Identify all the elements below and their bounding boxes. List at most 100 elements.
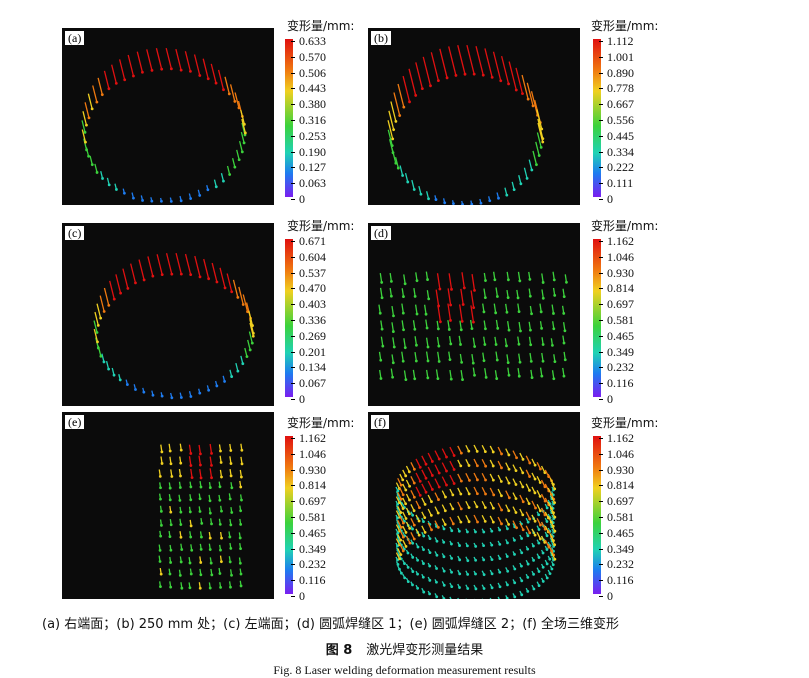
- displacement-arrow: [412, 180, 414, 190]
- arrow-head: [398, 558, 401, 561]
- arrow-head: [553, 487, 556, 490]
- displacement-arrow: [95, 312, 98, 325]
- arrow-head: [95, 101, 98, 104]
- arrow-head: [392, 315, 395, 318]
- arrow-head: [439, 320, 442, 323]
- arrow-head: [539, 524, 542, 527]
- arrow-head: [218, 499, 221, 502]
- arrow-head: [219, 572, 222, 575]
- arrow-head: [251, 342, 254, 345]
- arrow-head: [159, 560, 162, 563]
- colorbar-tick-label: 1.046: [607, 251, 634, 263]
- arrow-head: [423, 516, 426, 519]
- arrow-head: [438, 458, 441, 461]
- arrow-head: [507, 454, 510, 457]
- arrow-head: [199, 497, 202, 500]
- displacement-arrow: [392, 306, 393, 316]
- arrow-head: [472, 362, 475, 365]
- displacement-arrow: [123, 269, 128, 289]
- arrow-head: [402, 312, 405, 315]
- displacement-arrow: [422, 470, 426, 478]
- arrow-head: [436, 554, 439, 557]
- colorbar-title-a: 变形量/mm:: [287, 17, 354, 34]
- arrow-head: [402, 328, 405, 331]
- arrow-head: [553, 360, 556, 363]
- arrow-head: [230, 290, 233, 293]
- arrow-head: [521, 92, 524, 95]
- arrow-head: [405, 545, 408, 548]
- arrow-head: [411, 556, 414, 559]
- arrow-head: [415, 360, 418, 363]
- displacement-arrow: [237, 150, 239, 160]
- arrow-head: [505, 344, 508, 347]
- arrow-head: [484, 327, 487, 330]
- arrow-head: [426, 278, 429, 281]
- arrow-head: [474, 573, 477, 576]
- arrow-head: [425, 463, 428, 466]
- arrow-head: [199, 587, 202, 590]
- arrow-head: [189, 273, 192, 276]
- arrow-head: [142, 391, 145, 394]
- arrow-head: [546, 577, 549, 580]
- displacement-arrow: [210, 444, 211, 453]
- arrow-head: [459, 493, 462, 496]
- arrow-head: [399, 511, 402, 514]
- displacement-arrow: [131, 264, 136, 283]
- arrow-head: [123, 78, 126, 81]
- arrow-head: [491, 76, 494, 79]
- arrow-head: [428, 592, 431, 595]
- arrow-head: [219, 523, 222, 526]
- arrow-head: [483, 310, 486, 313]
- arrow-head: [200, 536, 203, 539]
- arrow-head: [534, 534, 537, 537]
- colorbar-title-d: 变形量/mm:: [591, 217, 658, 234]
- colorbar-tick-label: 0.269: [299, 330, 326, 342]
- arrow-head: [101, 93, 104, 96]
- arrow-head: [381, 345, 384, 348]
- arrow-head: [507, 82, 510, 85]
- arrow-head: [538, 556, 541, 559]
- arrow-head: [91, 163, 94, 166]
- arrow-head: [394, 120, 397, 123]
- arrow-head: [460, 452, 463, 455]
- arrow-head: [549, 572, 552, 575]
- arrow-head: [453, 468, 456, 471]
- arrow-head: [399, 539, 402, 542]
- displacement-arrow: [235, 92, 239, 107]
- arrow-head: [180, 273, 183, 276]
- arrow-head: [411, 514, 414, 517]
- arrow-head: [229, 449, 232, 452]
- arrow-head: [84, 131, 87, 134]
- displacement-arrow: [157, 254, 162, 274]
- displacement-arrow: [425, 305, 426, 314]
- displacement-arrow: [428, 453, 432, 461]
- arrow-head: [159, 585, 162, 588]
- arrow-head: [419, 480, 422, 483]
- arrow-head: [85, 124, 88, 127]
- arrow-head: [499, 557, 502, 560]
- arrow-head: [418, 520, 421, 523]
- arrow-head: [87, 155, 90, 158]
- arrow-head: [419, 494, 422, 497]
- arrow-head: [240, 449, 243, 452]
- arrow-head: [398, 568, 401, 571]
- arrow-head: [542, 580, 545, 583]
- arrow-head: [404, 378, 407, 381]
- arrow-head: [198, 74, 201, 77]
- arrow-head: [429, 537, 432, 540]
- arrow-head: [179, 462, 182, 465]
- colorbar-tick-label: 0.334: [607, 146, 634, 158]
- arrow-head: [228, 92, 231, 95]
- arrow-head: [422, 520, 425, 523]
- arrow-head: [113, 374, 116, 377]
- colorbar-title-f: 变形量/mm:: [591, 414, 658, 431]
- arrow-head: [199, 510, 202, 513]
- arrow-head: [476, 505, 479, 508]
- displacement-arrow: [416, 305, 417, 314]
- arrow-head: [222, 180, 225, 183]
- arrow-head: [493, 278, 496, 281]
- arrow-head: [207, 389, 210, 392]
- arrow-head: [161, 273, 164, 276]
- arrow-head: [241, 462, 244, 465]
- arrow-head: [180, 536, 183, 539]
